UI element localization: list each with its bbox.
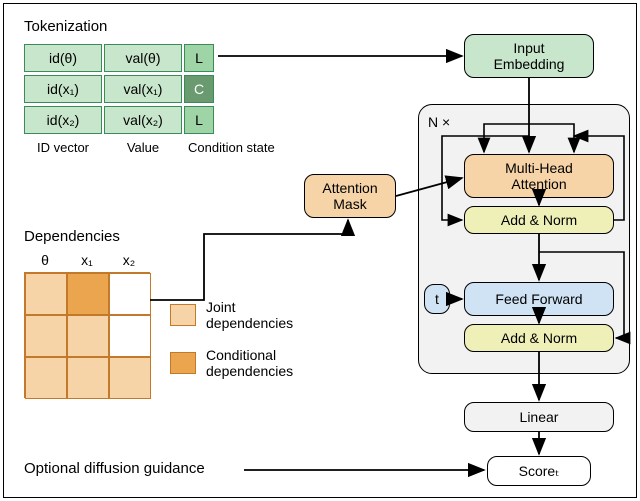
t-block: t	[424, 284, 450, 314]
attention-mask-block: Attention Mask	[304, 174, 396, 218]
tok-cs-cell: C	[184, 75, 214, 103]
tok-id-cell: id(x₁)	[24, 75, 102, 103]
tok-id-cell: id(θ)	[24, 44, 102, 72]
dependency-matrix	[24, 272, 150, 398]
tok-val-cell: val(θ)	[104, 44, 182, 72]
multi-head-attention-block: Multi-Head Attention	[464, 154, 614, 198]
label-cs: Condition state	[188, 140, 275, 155]
dep-cell-joint	[109, 357, 151, 399]
label-val: Value	[104, 140, 182, 155]
n-stack-label: N ×	[428, 114, 450, 130]
dep-cell-cond	[67, 273, 109, 315]
tokenization-row: id(x₂)val(x₂)L	[24, 106, 224, 134]
dep-cell-joint	[67, 357, 109, 399]
dep-cell-joint	[67, 315, 109, 357]
add-norm-2-block: Add & Norm	[464, 324, 614, 352]
tokenization-title: Tokenization	[24, 18, 107, 35]
optional-guidance-text: Optional diffusion guidance	[24, 460, 205, 477]
dep-cell-joint	[25, 315, 67, 357]
legend-cond-swatch	[170, 352, 196, 374]
feed-forward-block: Feed Forward	[464, 282, 614, 316]
linear-block: Linear	[464, 402, 614, 432]
label-id: ID vector	[24, 140, 102, 155]
tok-cs-cell: L	[184, 44, 214, 72]
tok-val-cell: val(x₂)	[104, 106, 182, 134]
score-block: Scoreₜ	[487, 456, 591, 486]
tokenization-table: id(θ)val(θ)Lid(x₁)val(x₁)Cid(x₂)val(x₂)L	[24, 44, 224, 137]
legend-joint-swatch	[170, 304, 196, 326]
dep-h-0: θ	[24, 252, 66, 268]
add-norm-1-block: Add & Norm	[464, 206, 614, 234]
legend-joint-label: Joint dependencies	[206, 299, 293, 331]
dependencies-headers: θ x₁ x₂	[24, 252, 150, 268]
input-embedding-block: Input Embedding	[464, 34, 594, 78]
dep-cell-joint	[25, 273, 67, 315]
dep-cell	[109, 273, 151, 315]
dependency-legend: Joint dependencies Conditional dependenc…	[170, 299, 293, 395]
tok-id-cell: id(x₂)	[24, 106, 102, 134]
tok-cs-cell: L	[184, 106, 214, 134]
tokenization-labels: ID vector Value Condition state	[24, 140, 284, 155]
tokenization-row: id(θ)val(θ)L	[24, 44, 224, 72]
tok-val-cell: val(x₁)	[104, 75, 182, 103]
dep-cell-joint	[25, 357, 67, 399]
dep-h-2: x₂	[108, 252, 150, 268]
legend-cond-label: Conditional dependencies	[206, 347, 293, 379]
dependencies-title: Dependencies	[24, 228, 120, 245]
dep-h-1: x₁	[66, 252, 108, 268]
tokenization-row: id(x₁)val(x₁)C	[24, 75, 224, 103]
dep-cell	[109, 315, 151, 357]
